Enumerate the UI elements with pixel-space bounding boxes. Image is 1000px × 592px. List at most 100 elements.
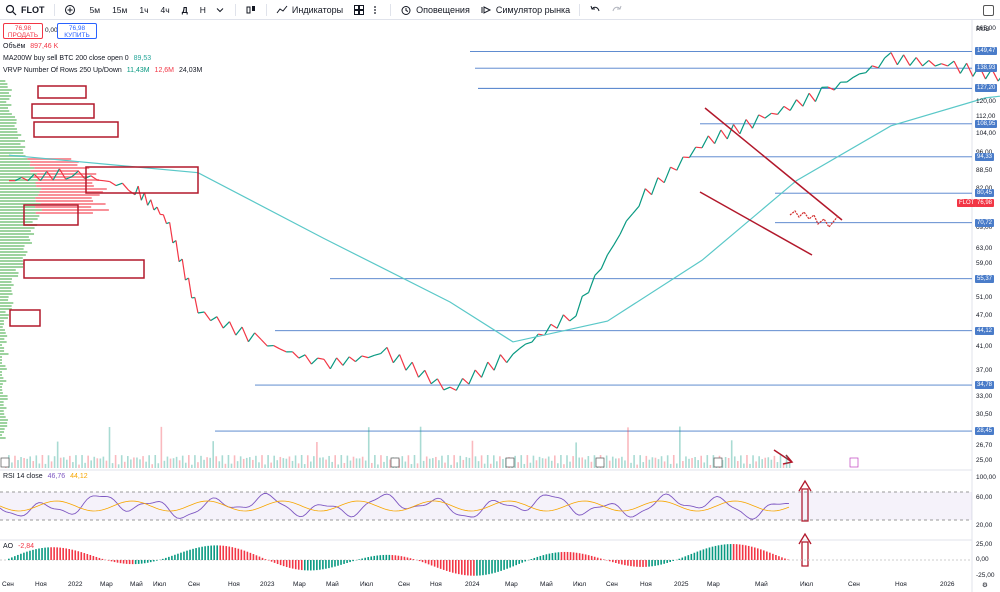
volume-bar (725, 457, 727, 468)
volume-bar (557, 463, 559, 468)
price-segment (236, 327, 242, 335)
volume-legend[interactable]: Объём 897,46 K (3, 43, 58, 50)
ao-bar (138, 560, 140, 564)
price-segment (916, 57, 922, 65)
ao-bar (685, 556, 687, 560)
timeframe-4h[interactable]: 4ч (157, 5, 174, 15)
vrvp-bar-down (34, 167, 89, 169)
price-segment (500, 355, 506, 363)
settings-gear-icon[interactable]: ⚙ (982, 581, 988, 589)
chart-type-button[interactable] (240, 0, 262, 20)
timeframe-15m[interactable]: 15м (108, 5, 131, 15)
ao-bar (144, 560, 146, 563)
vrvp-legend[interactable]: VRVP Number Of Rows 250 Up/Down 11,43M 1… (3, 67, 202, 74)
price-segment (708, 136, 714, 144)
ao-bar (422, 560, 424, 562)
volume-bar (118, 464, 120, 468)
replay-button[interactable]: Симулятор рынка (475, 0, 575, 20)
ao-bar (376, 555, 378, 560)
price-segment (954, 61, 960, 73)
buy-button[interactable]: 76,98 КУПИТЬ (57, 23, 97, 39)
volume-bar (481, 455, 483, 468)
price-segment (878, 58, 884, 68)
ao-legend[interactable]: AO -2,84 (3, 543, 34, 550)
chevron-down-icon[interactable] (214, 4, 226, 16)
volume-bar (344, 463, 346, 468)
vrvp-bar-up (0, 314, 9, 316)
volume-bar (466, 457, 468, 468)
vrvp-bar-up (0, 290, 12, 292)
layouts-button[interactable] (348, 0, 386, 20)
ao-bar (597, 558, 599, 560)
ao-bar (669, 560, 671, 562)
rsi-legend[interactable]: RSI 14 close 46,76 44,12 (3, 473, 88, 480)
ao-bar (14, 556, 16, 560)
volume-bar (527, 455, 529, 468)
add-symbol-button[interactable] (59, 0, 81, 20)
price-segment (551, 324, 557, 328)
undo-button[interactable] (584, 0, 606, 20)
price-segment (809, 93, 815, 101)
time-tick: Мар (505, 581, 518, 588)
price-segment (702, 136, 708, 148)
ao-bar (781, 557, 783, 560)
timeframe-day[interactable]: Д (178, 5, 192, 15)
ao-legend-value: -2,84 (18, 543, 34, 550)
volume-bar (649, 460, 651, 468)
alerts-button[interactable]: Оповещения (395, 0, 475, 20)
vrvp-bar-up (0, 347, 4, 349)
price-segment (217, 317, 223, 328)
price-segment (507, 354, 513, 363)
price-segment (362, 356, 368, 358)
alerts-label: Оповещения (416, 5, 470, 15)
vrvp-bar-up (0, 350, 4, 352)
ao-bar (319, 560, 321, 570)
volume-bar (658, 459, 660, 468)
price-segment (689, 147, 695, 157)
volume-bar (749, 464, 751, 468)
redo-button[interactable] (606, 0, 628, 20)
price-segment (488, 362, 494, 370)
ao-bar (540, 556, 542, 560)
price-tick: 30,50 (976, 411, 992, 418)
ao-bar (135, 560, 137, 564)
price-segment (620, 221, 626, 234)
timeframe-5m[interactable]: 5м (86, 5, 105, 15)
ao-bar (174, 555, 176, 560)
timeframe-week[interactable]: Н (196, 5, 210, 15)
volume-bar (368, 427, 370, 468)
time-tick: Сен (848, 581, 860, 588)
sell-button[interactable]: 76,98 ПРОДАТЬ (3, 23, 43, 39)
ao-bar (177, 554, 179, 560)
ao-bar (96, 557, 98, 560)
ao-bar (198, 547, 200, 560)
volume-bar (255, 456, 257, 468)
vrvp-bar-up (0, 302, 13, 304)
volume-bar (395, 458, 397, 468)
vrvp-bar-up (0, 416, 6, 418)
volume-bar (530, 463, 532, 468)
fullscreen-button[interactable] (983, 5, 994, 16)
timeframe-1h[interactable]: 1ч (135, 5, 152, 15)
price-segment (595, 269, 601, 276)
symbol-search[interactable]: FLOT (0, 0, 50, 20)
volume-bar (307, 455, 309, 468)
ao-bar (59, 548, 61, 560)
ao-bar (41, 548, 43, 560)
ao-bar (564, 552, 566, 560)
ao-bar (334, 560, 336, 567)
volume-bar (191, 465, 193, 468)
rsi-line (0, 494, 789, 520)
volume-bar (456, 462, 458, 468)
indicators-button[interactable]: Индикаторы (271, 0, 348, 20)
volume-bar (325, 460, 327, 468)
ma-legend[interactable]: MA200W buy sell BTC 200 close open 0 89,… (3, 55, 151, 62)
ao-bar (681, 558, 683, 560)
vrvp-bar-up (0, 176, 34, 178)
volume-bar (14, 456, 16, 468)
ao-bar (26, 552, 28, 560)
ao-bar (636, 560, 638, 567)
volume-bar (566, 455, 568, 468)
buy-price: 76,98 (58, 25, 96, 32)
